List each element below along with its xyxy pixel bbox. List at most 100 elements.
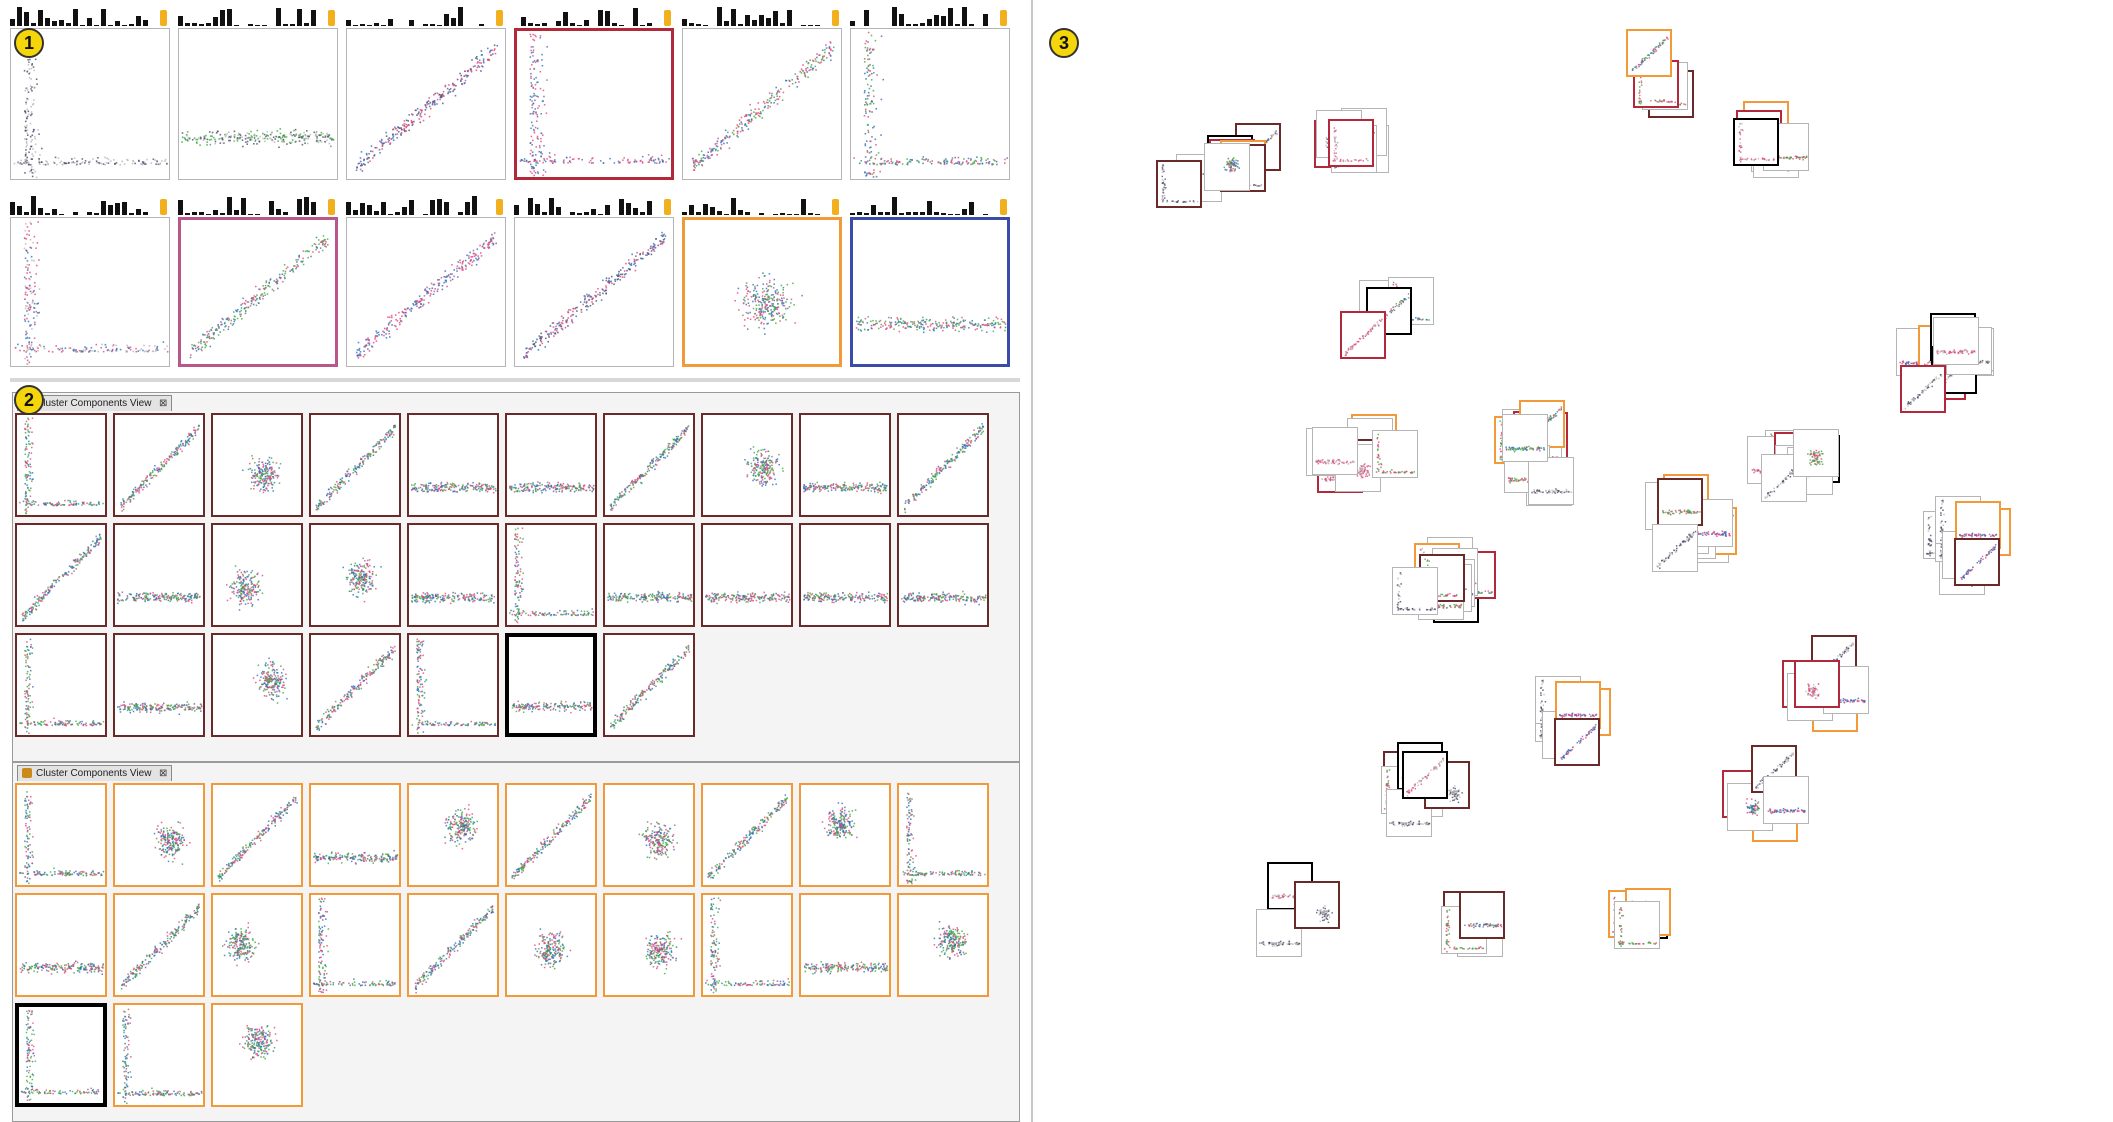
projected-cluster-tile[interactable]: [1554, 718, 1600, 766]
projected-cluster-tile[interactable]: [1900, 365, 1946, 413]
component-tile[interactable]: [505, 413, 597, 517]
overview-scrollbar[interactable]: [10, 378, 1020, 382]
component-tile[interactable]: [407, 893, 499, 997]
projected-cluster-tile[interactable]: [1294, 881, 1340, 929]
histogram-marker-icon[interactable]: [1000, 10, 1007, 26]
projected-cluster-tile[interactable]: [1954, 538, 2000, 586]
projected-cluster-tile[interactable]: [1733, 118, 1779, 166]
component-tile[interactable]: [15, 523, 107, 627]
projected-cluster-tile[interactable]: [1794, 660, 1840, 708]
component-tile[interactable]: [701, 783, 793, 887]
component-tile[interactable]: [701, 523, 793, 627]
component-tile[interactable]: [407, 413, 499, 517]
component-tile[interactable]: [211, 523, 303, 627]
component-tile[interactable]: [113, 633, 205, 737]
component-tile[interactable]: [113, 523, 205, 627]
component-tile[interactable]: [15, 1003, 107, 1107]
projected-cluster-tile[interactable]: [1657, 478, 1703, 526]
component-tile[interactable]: [897, 783, 989, 887]
projected-cluster-tile[interactable]: [1626, 29, 1672, 77]
component-tile[interactable]: [407, 783, 499, 887]
component-tile[interactable]: [603, 783, 695, 887]
projected-cluster-tile[interactable]: [1340, 311, 1386, 359]
projected-cluster-tile[interactable]: [1372, 430, 1418, 478]
projected-cluster-tile[interactable]: [1763, 776, 1809, 824]
component-tile[interactable]: [211, 413, 303, 517]
component-tile[interactable]: [701, 413, 793, 517]
component-tile[interactable]: [603, 633, 695, 737]
pane-divider[interactable]: [1031, 0, 1033, 1122]
component-tile[interactable]: [309, 523, 401, 627]
overview-cluster-tile[interactable]: [178, 28, 338, 180]
component-tile[interactable]: [799, 783, 891, 887]
projected-cluster-tile[interactable]: [1933, 317, 1979, 365]
projected-cluster-tile[interactable]: [1459, 891, 1505, 939]
component-tile[interactable]: [211, 783, 303, 887]
component-tile[interactable]: [799, 413, 891, 517]
projected-cluster-tile[interactable]: [1204, 143, 1250, 191]
overview-cluster-tile[interactable]: [514, 28, 674, 180]
component-tile[interactable]: [407, 633, 499, 737]
overview-cluster-tile[interactable]: [346, 217, 506, 367]
component-tile[interactable]: [407, 523, 499, 627]
component-tile[interactable]: [309, 633, 401, 737]
close-icon[interactable]: ⊠: [159, 766, 167, 781]
component-tile[interactable]: [15, 893, 107, 997]
histogram-marker-icon[interactable]: [160, 199, 167, 215]
component-tile[interactable]: [897, 893, 989, 997]
component-tile[interactable]: [603, 413, 695, 517]
overview-cluster-tile[interactable]: [682, 28, 842, 180]
component-tile[interactable]: [309, 893, 401, 997]
projected-cluster-tile[interactable]: [1156, 160, 1202, 208]
projected-cluster-tile[interactable]: [1652, 524, 1698, 572]
overview-cluster-tile[interactable]: [514, 217, 674, 367]
component-tile[interactable]: [15, 633, 107, 737]
histogram-marker-icon[interactable]: [664, 199, 671, 215]
histogram-marker-icon[interactable]: [832, 10, 839, 26]
histogram-marker-icon[interactable]: [664, 10, 671, 26]
projected-cluster-tile[interactable]: [1328, 119, 1374, 167]
histogram-marker-icon[interactable]: [496, 199, 503, 215]
component-tile[interactable]: [505, 633, 597, 737]
overview-cluster-tile[interactable]: [850, 217, 1010, 367]
component-tile[interactable]: [113, 783, 205, 887]
component-tile[interactable]: [309, 783, 401, 887]
component-tile[interactable]: [211, 893, 303, 997]
component-tile[interactable]: [897, 413, 989, 517]
panel-tab[interactable]: Cluster Components View ⊠: [17, 765, 173, 781]
component-tile[interactable]: [505, 523, 597, 627]
overview-cluster-tile[interactable]: [178, 217, 338, 367]
component-tile[interactable]: [211, 1003, 303, 1107]
component-tile[interactable]: [15, 413, 107, 517]
histogram-marker-icon[interactable]: [496, 10, 503, 26]
component-tile[interactable]: [603, 893, 695, 997]
close-icon[interactable]: ⊠: [159, 396, 167, 411]
projected-cluster-tile[interactable]: [1402, 751, 1448, 799]
projected-cluster-tile[interactable]: [1793, 429, 1839, 477]
histogram-marker-icon[interactable]: [328, 10, 335, 26]
component-tile[interactable]: [603, 523, 695, 627]
overview-cluster-tile[interactable]: [850, 28, 1010, 180]
component-tile[interactable]: [505, 783, 597, 887]
projected-cluster-tile[interactable]: [1502, 414, 1548, 462]
histogram-marker-icon[interactable]: [328, 199, 335, 215]
projected-cluster-tile[interactable]: [1312, 427, 1358, 475]
projected-cluster-tile[interactable]: [1528, 457, 1574, 505]
overview-cluster-tile[interactable]: [682, 217, 842, 367]
component-tile[interactable]: [15, 783, 107, 887]
component-tile[interactable]: [897, 523, 989, 627]
component-tile[interactable]: [799, 523, 891, 627]
component-tile[interactable]: [309, 413, 401, 517]
component-tile[interactable]: [113, 413, 205, 517]
overview-cluster-tile[interactable]: [346, 28, 506, 180]
projection-map-pane[interactable]: [1034, 0, 2113, 1122]
projected-cluster-tile[interactable]: [1392, 567, 1438, 615]
histogram-marker-icon[interactable]: [1000, 199, 1007, 215]
component-tile[interactable]: [211, 633, 303, 737]
component-tile[interactable]: [505, 893, 597, 997]
histogram-marker-icon[interactable]: [832, 199, 839, 215]
projected-cluster-tile[interactable]: [1614, 901, 1660, 949]
component-tile[interactable]: [701, 893, 793, 997]
component-tile[interactable]: [799, 893, 891, 997]
component-tile[interactable]: [113, 893, 205, 997]
